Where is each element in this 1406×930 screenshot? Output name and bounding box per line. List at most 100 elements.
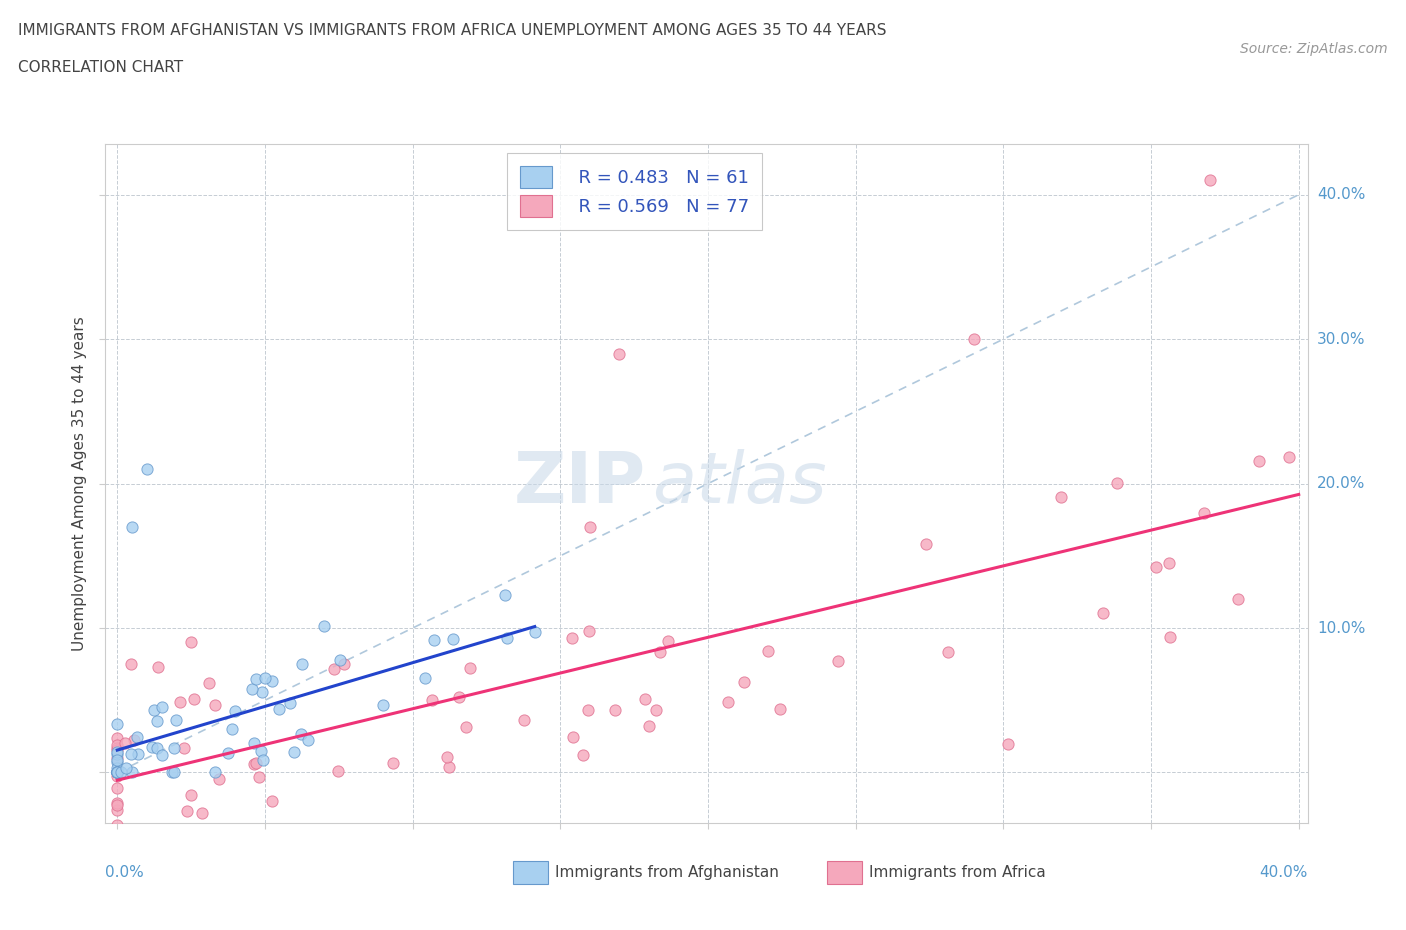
Point xyxy=(997,737,1019,751)
Point xyxy=(105,761,128,776)
Point xyxy=(283,744,305,759)
Point xyxy=(326,764,349,778)
Point xyxy=(146,713,169,728)
Point xyxy=(162,765,184,780)
Y-axis label: Unemployment Among Ages 35 to 44 years: Unemployment Among Ages 35 to 44 years xyxy=(72,316,87,651)
Point xyxy=(634,692,657,707)
Point xyxy=(105,746,128,761)
Point xyxy=(163,740,186,755)
Point xyxy=(436,750,458,764)
Point xyxy=(105,740,128,755)
Point xyxy=(105,803,128,817)
Point xyxy=(1247,454,1270,469)
Point xyxy=(756,644,779,658)
Point xyxy=(105,751,128,765)
Point xyxy=(115,761,138,776)
Point xyxy=(657,633,679,648)
Point xyxy=(105,745,128,760)
Point xyxy=(523,624,546,639)
Point xyxy=(936,644,959,659)
Point xyxy=(297,732,319,747)
Point xyxy=(105,765,128,780)
Point xyxy=(120,657,142,671)
Point xyxy=(496,631,519,645)
Point xyxy=(561,729,583,744)
Point xyxy=(1144,560,1167,575)
Text: CORRELATION CHART: CORRELATION CHART xyxy=(18,60,183,75)
Point xyxy=(135,461,157,476)
Point xyxy=(240,682,263,697)
Point xyxy=(645,703,668,718)
Point xyxy=(105,730,128,745)
Point xyxy=(458,660,481,675)
Point xyxy=(768,701,790,716)
Point xyxy=(224,703,246,718)
Point xyxy=(329,653,352,668)
Text: 30.0%: 30.0% xyxy=(1317,332,1365,347)
Point xyxy=(105,765,128,780)
Point xyxy=(105,765,128,780)
Point xyxy=(245,671,267,686)
Point xyxy=(454,720,477,735)
Point xyxy=(441,631,464,646)
Point xyxy=(269,702,291,717)
Point xyxy=(120,746,142,761)
Point xyxy=(332,657,354,671)
Point xyxy=(105,765,128,780)
Point xyxy=(105,765,128,780)
Point xyxy=(176,804,198,818)
Point xyxy=(578,623,600,638)
Point xyxy=(648,644,671,659)
Text: 20.0%: 20.0% xyxy=(1317,476,1365,491)
Point xyxy=(105,765,128,780)
Point xyxy=(243,756,266,771)
Point xyxy=(184,837,207,852)
Text: Immigrants from Africa: Immigrants from Africa xyxy=(869,865,1046,880)
Point xyxy=(513,712,536,727)
Point xyxy=(163,765,186,780)
Point xyxy=(142,702,165,717)
Point xyxy=(112,837,135,852)
Point xyxy=(105,743,128,758)
Point xyxy=(733,675,755,690)
Point xyxy=(323,662,346,677)
Point xyxy=(125,730,148,745)
Point xyxy=(204,765,226,780)
Text: 10.0%: 10.0% xyxy=(1317,620,1365,635)
Point xyxy=(141,739,163,754)
Point xyxy=(579,520,602,535)
Point xyxy=(105,765,128,780)
Point xyxy=(250,743,273,758)
Text: Immigrants from Afghanistan: Immigrants from Afghanistan xyxy=(555,865,779,880)
Point xyxy=(105,754,128,769)
Point xyxy=(105,797,128,812)
Point xyxy=(105,753,128,768)
Legend:   R = 0.483   N = 61,   R = 0.569   N = 77: R = 0.483 N = 61, R = 0.569 N = 77 xyxy=(508,153,762,230)
Point xyxy=(247,769,270,784)
Point xyxy=(717,694,740,709)
Point xyxy=(243,736,266,751)
Point xyxy=(1227,591,1250,606)
Point xyxy=(165,712,187,727)
Text: 40.0%: 40.0% xyxy=(1260,865,1308,880)
Point xyxy=(437,760,460,775)
Text: ZIP: ZIP xyxy=(515,449,647,518)
Point xyxy=(413,671,436,685)
Point xyxy=(447,690,470,705)
Text: atlas: atlas xyxy=(652,449,827,518)
Point xyxy=(423,633,446,648)
Point xyxy=(1159,630,1181,644)
Point xyxy=(963,332,986,347)
Point xyxy=(561,631,583,645)
Point xyxy=(221,721,243,736)
Point xyxy=(150,699,173,714)
Point xyxy=(371,698,394,712)
Point xyxy=(148,659,170,674)
Point xyxy=(420,693,443,708)
Point xyxy=(1278,450,1301,465)
Text: IMMIGRANTS FROM AFGHANISTAN VS IMMIGRANTS FROM AFRICA UNEMPLOYMENT AMONG AGES 35: IMMIGRANTS FROM AFGHANISTAN VS IMMIGRANT… xyxy=(18,23,887,38)
Point xyxy=(260,673,283,688)
Point xyxy=(180,635,202,650)
Point xyxy=(571,747,593,762)
Point xyxy=(827,654,849,669)
